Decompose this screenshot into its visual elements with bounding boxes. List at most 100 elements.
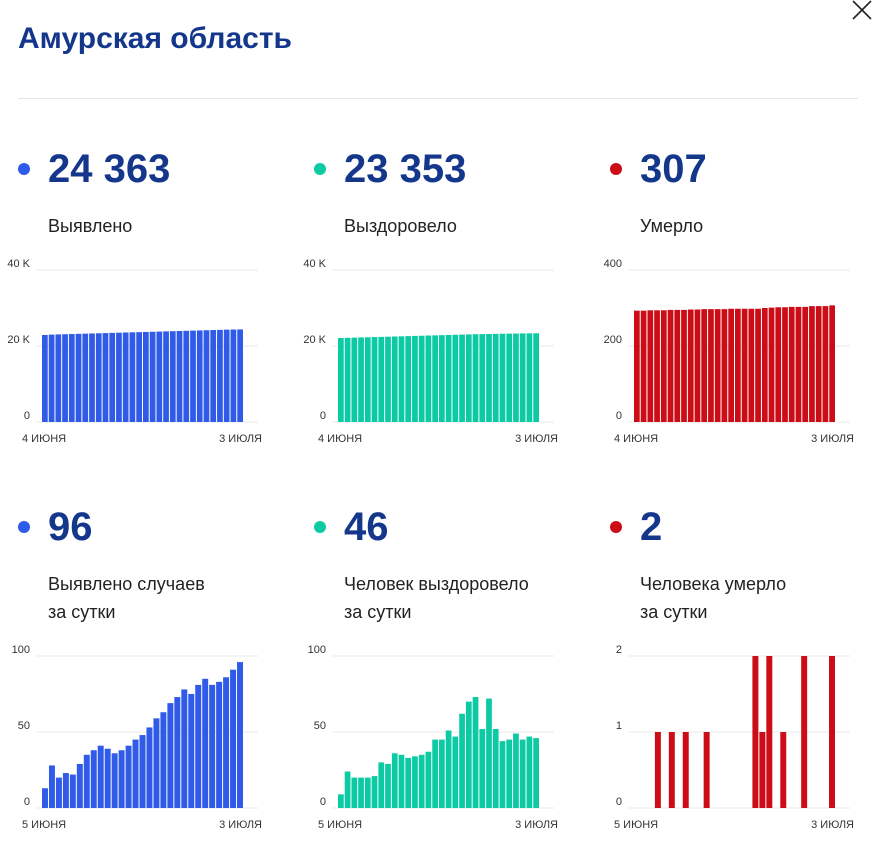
bar [452,736,459,808]
bar [109,332,116,422]
bar [195,684,202,808]
panel-detected: 24 363 Выявлено [18,146,278,486]
bar [97,745,104,808]
bar [398,754,405,808]
y-tick-label: 0 [24,410,30,422]
bar [90,750,97,808]
y-tick-label: 100 [308,644,326,656]
panel-recovered: 23 353 Выздоровело [314,146,574,486]
x-tick-label-start: 5 ИЮНЯ [614,819,658,831]
x-tick-label-end: 3 ИЮЛЯ [219,433,262,445]
bar [385,763,391,808]
y-tick-label: 50 [314,720,326,732]
bar [687,309,694,422]
bar [815,306,822,422]
bar [721,309,728,422]
bar [465,334,472,422]
bar [75,333,82,422]
stat-label-line2: за сутки [344,602,412,622]
bar [714,309,721,422]
x-tick-label-end: 3 ИЮЛЯ [515,819,558,831]
bar [486,698,492,808]
bar [674,309,681,422]
bar [364,777,371,808]
bar [139,735,146,808]
bar [237,662,243,808]
stat-value: 46 [344,505,389,549]
chart-svg: 0 50 100 5 ИЮНЯ 3 ИЮЛЯ [308,644,558,831]
bar [132,739,139,808]
bar [338,338,344,422]
bar [344,771,351,808]
bar [506,739,513,808]
bar [755,308,761,422]
stat-label: Выявлено случаев за сутки [48,570,205,626]
chart-svg: 0 200 400 4 ИЮНЯ 3 ИЮЛЯ [604,258,854,445]
panel-detected-daily: 96 Выявлено случаев за сутки [18,504,278,844]
header-divider [18,98,858,99]
legend-dot [314,163,326,175]
bar [398,336,405,422]
bar [156,331,163,422]
bar [526,333,533,422]
chart-died-daily: 0 1 2 5 ИЮНЯ 3 ИЮЛЯ [596,644,856,834]
close-icon[interactable] [849,0,872,20]
x-tick-label-start: 4 ИЮНЯ [22,433,66,445]
bar [479,334,486,422]
chart-recovered-daily: 0 50 100 5 ИЮНЯ 3 ИЮЛЯ [300,644,560,834]
bar [681,309,687,422]
bar [385,336,391,422]
legend-dot [18,163,30,175]
y-tick-label: 200 [604,334,622,346]
bar [62,334,68,422]
stat-value: 23 353 [344,147,467,191]
bar [125,745,132,808]
bar [492,728,499,808]
bar [136,332,142,422]
bar [371,776,378,808]
stat-label-line1: Выявлено [48,216,133,236]
bar [405,336,412,422]
bar [68,334,75,422]
bar [160,712,167,808]
bar [237,329,243,422]
stat-label: Выздоровело [344,212,457,240]
bar [708,309,714,422]
bar [465,701,472,808]
stat-label-line1: Человека умерло [640,574,787,594]
bar [95,333,102,422]
bar [129,332,136,422]
stat-label-line2: за сутки [640,602,708,622]
bar [146,727,153,808]
y-tick-label: 0 [616,410,622,422]
y-tick-label: 100 [12,644,30,656]
chart-svg: 0 1 2 5 ИЮНЯ 3 ИЮЛЯ [614,644,854,831]
bar [405,757,412,808]
y-tick-label: 0 [320,410,326,422]
bar [89,333,95,422]
bar [196,330,203,422]
x-tick-label-end: 3 ИЮЛЯ [219,819,262,831]
bar [69,774,76,808]
bar [82,333,89,422]
stat-label: Человек выздоровело за сутки [344,570,529,626]
bar [452,334,459,422]
chart-svg: 0 20 K 40 K 4 ИЮНЯ 3 ИЮЛЯ [303,258,558,445]
bar [174,697,181,808]
bar [223,329,230,422]
bar [780,732,787,808]
legend-dot [610,521,622,533]
bar [647,310,654,422]
y-tick-label: 0 [320,796,326,808]
bar [358,337,364,422]
bar [761,308,768,422]
bar [506,333,513,422]
bar [472,697,479,808]
stat-label-line1: Выявлено случаев [48,574,205,594]
bar [439,335,445,422]
stat-value: 96 [48,505,93,549]
y-tick-label: 400 [604,258,622,270]
bar [190,330,196,422]
bar [338,794,344,808]
x-tick-label-start: 5 ИЮНЯ [318,819,362,831]
